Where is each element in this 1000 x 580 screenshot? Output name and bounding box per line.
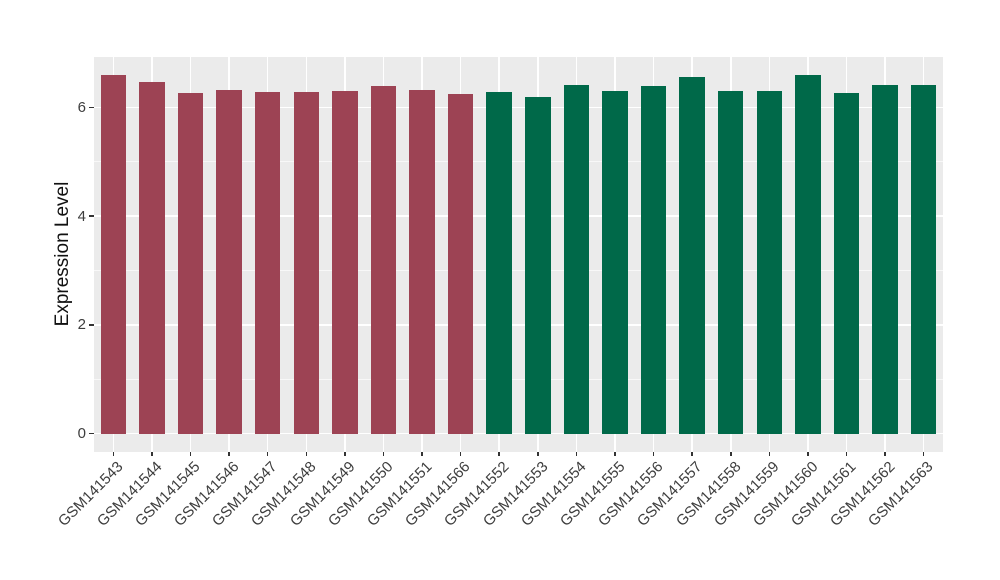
- x-tick-mark-GSM141551: [421, 452, 423, 456]
- bar-GSM141566: [447, 93, 474, 434]
- x-tick-mark-GSM141546: [228, 452, 230, 456]
- bar-GSM141559: [756, 90, 783, 434]
- bar-GSM141555: [602, 91, 628, 434]
- bar-GSM141557: [679, 77, 705, 434]
- x-tick-mark-GSM141558: [730, 452, 732, 456]
- x-tick-mark-GSM141545: [189, 452, 192, 456]
- gridline-y-major-2: [94, 324, 943, 326]
- x-tick-mark-GSM141557: [691, 452, 693, 456]
- y-tick-label-6: 6: [77, 99, 86, 117]
- gridline-y-minor-3: [94, 270, 943, 272]
- x-tick-mark-GSM141544: [151, 452, 153, 456]
- y-tick-mark-6: [89, 106, 94, 109]
- bar-GSM141553: [525, 96, 551, 434]
- x-tick-mark-GSM141561: [845, 452, 848, 456]
- y-tick-mark-0: [89, 432, 94, 435]
- x-tick-mark-GSM141560: [807, 452, 809, 456]
- y-tick-label-2: 2: [77, 316, 86, 334]
- x-tick-mark-GSM141563: [922, 452, 925, 456]
- gridline-y-major-6: [94, 106, 943, 109]
- y-tick-mark-4: [89, 215, 94, 217]
- bar-GSM141549: [332, 91, 358, 434]
- y-tick-label-4: 4: [77, 207, 86, 225]
- bar-GSM141556: [640, 85, 667, 434]
- y-axis-title: Expression Level: [52, 181, 73, 327]
- bar-GSM141558: [718, 91, 744, 434]
- bar-GSM141563: [910, 85, 937, 434]
- x-tick-mark-GSM141566: [459, 452, 462, 456]
- gridline-y-major-0: [94, 432, 943, 435]
- bar-GSM141544: [139, 81, 165, 434]
- bar-GSM141551: [409, 89, 435, 434]
- x-tick-mark-GSM141550: [382, 452, 385, 456]
- x-tick-mark-GSM141554: [575, 452, 578, 456]
- y-tick-label-0: 0: [77, 425, 86, 443]
- plot-panel: [94, 57, 943, 452]
- gridline-y-minor-1: [94, 378, 943, 380]
- bar-GSM141548: [293, 91, 319, 434]
- bar-GSM141562: [872, 84, 898, 434]
- bar-GSM141545: [177, 93, 204, 434]
- bar-GSM141547: [254, 91, 281, 434]
- x-tick-mark-GSM141543: [112, 452, 115, 456]
- bar-GSM141546: [216, 89, 242, 434]
- x-tick-mark-GSM141549: [344, 452, 346, 456]
- gridline-y-major-4: [94, 215, 943, 217]
- gridline-y-minor-5: [94, 161, 943, 163]
- bar-GSM141552: [486, 92, 512, 434]
- bar-GSM141561: [833, 92, 860, 434]
- x-tick-mark-GSM141547: [266, 452, 269, 456]
- x-tick-mark-GSM141548: [305, 452, 307, 456]
- bar-GSM141554: [563, 85, 590, 434]
- bar-GSM141560: [795, 75, 821, 434]
- x-tick-mark-GSM141559: [768, 452, 771, 456]
- x-tick-mark-GSM141556: [652, 452, 655, 456]
- y-tick-mark-2: [89, 324, 94, 326]
- bar-GSM141550: [370, 85, 397, 434]
- x-tick-mark-GSM141555: [614, 452, 616, 456]
- x-tick-mark-GSM141562: [884, 452, 886, 456]
- bar-GSM141543: [100, 74, 127, 434]
- x-tick-mark-GSM141553: [537, 452, 539, 456]
- x-tick-mark-GSM141552: [498, 452, 500, 456]
